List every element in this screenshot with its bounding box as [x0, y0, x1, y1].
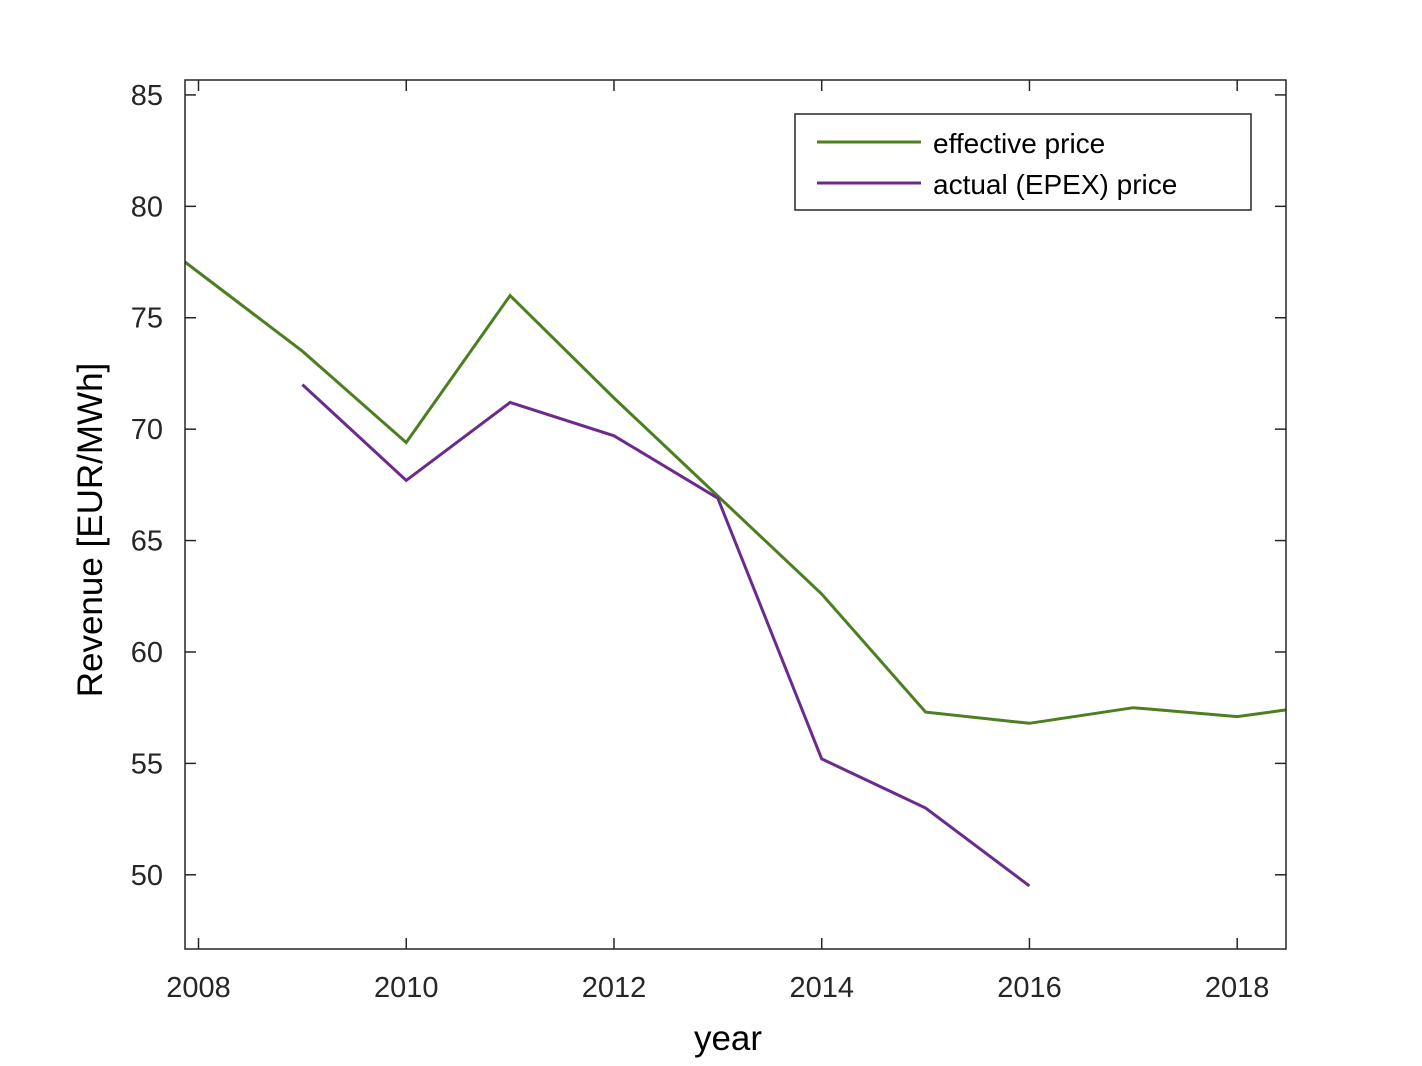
legend-label-effective-price: effective price	[933, 128, 1105, 159]
x-tick-label: 2008	[166, 972, 231, 1004]
x-tick-labels: 2008 2010 2012 2014 2016 2018	[166, 972, 1269, 1004]
y-tick-label: 75	[131, 303, 163, 335]
y-tick-label: 55	[131, 748, 163, 780]
y-tick-label: 85	[131, 80, 163, 112]
legend-label-actual-epex-price: actual (EPEX) price	[933, 169, 1177, 200]
x-tick-label: 2016	[997, 972, 1062, 1004]
x-axis-title: year	[694, 1019, 762, 1058]
y-tick-label: 80	[131, 191, 163, 223]
y-tick-labels: 50 55 60 65 70 75 80 85	[131, 80, 163, 892]
y-tick-label: 50	[131, 860, 163, 892]
y-axis-title: Revenue [EUR/MWh]	[71, 363, 110, 698]
series-line-effective-price	[184, 260, 1287, 725]
legend-box	[794, 113, 1252, 211]
plot-frame	[184, 79, 1287, 950]
legend: effective price actual (EPEX) price	[794, 113, 1252, 211]
series-line-actual-epex-price	[301, 383, 1031, 888]
series-lines	[184, 260, 1287, 888]
x-tick-label: 2010	[374, 972, 439, 1004]
x-tick-label: 2014	[789, 972, 854, 1004]
x-tick-label: 2012	[582, 972, 647, 1004]
y-tick-label: 65	[131, 526, 163, 558]
y-tick-label: 70	[131, 414, 163, 446]
y-tick-label: 60	[131, 637, 163, 669]
axis-ticks	[185, 80, 1286, 949]
x-tick-label: 2018	[1205, 972, 1270, 1004]
